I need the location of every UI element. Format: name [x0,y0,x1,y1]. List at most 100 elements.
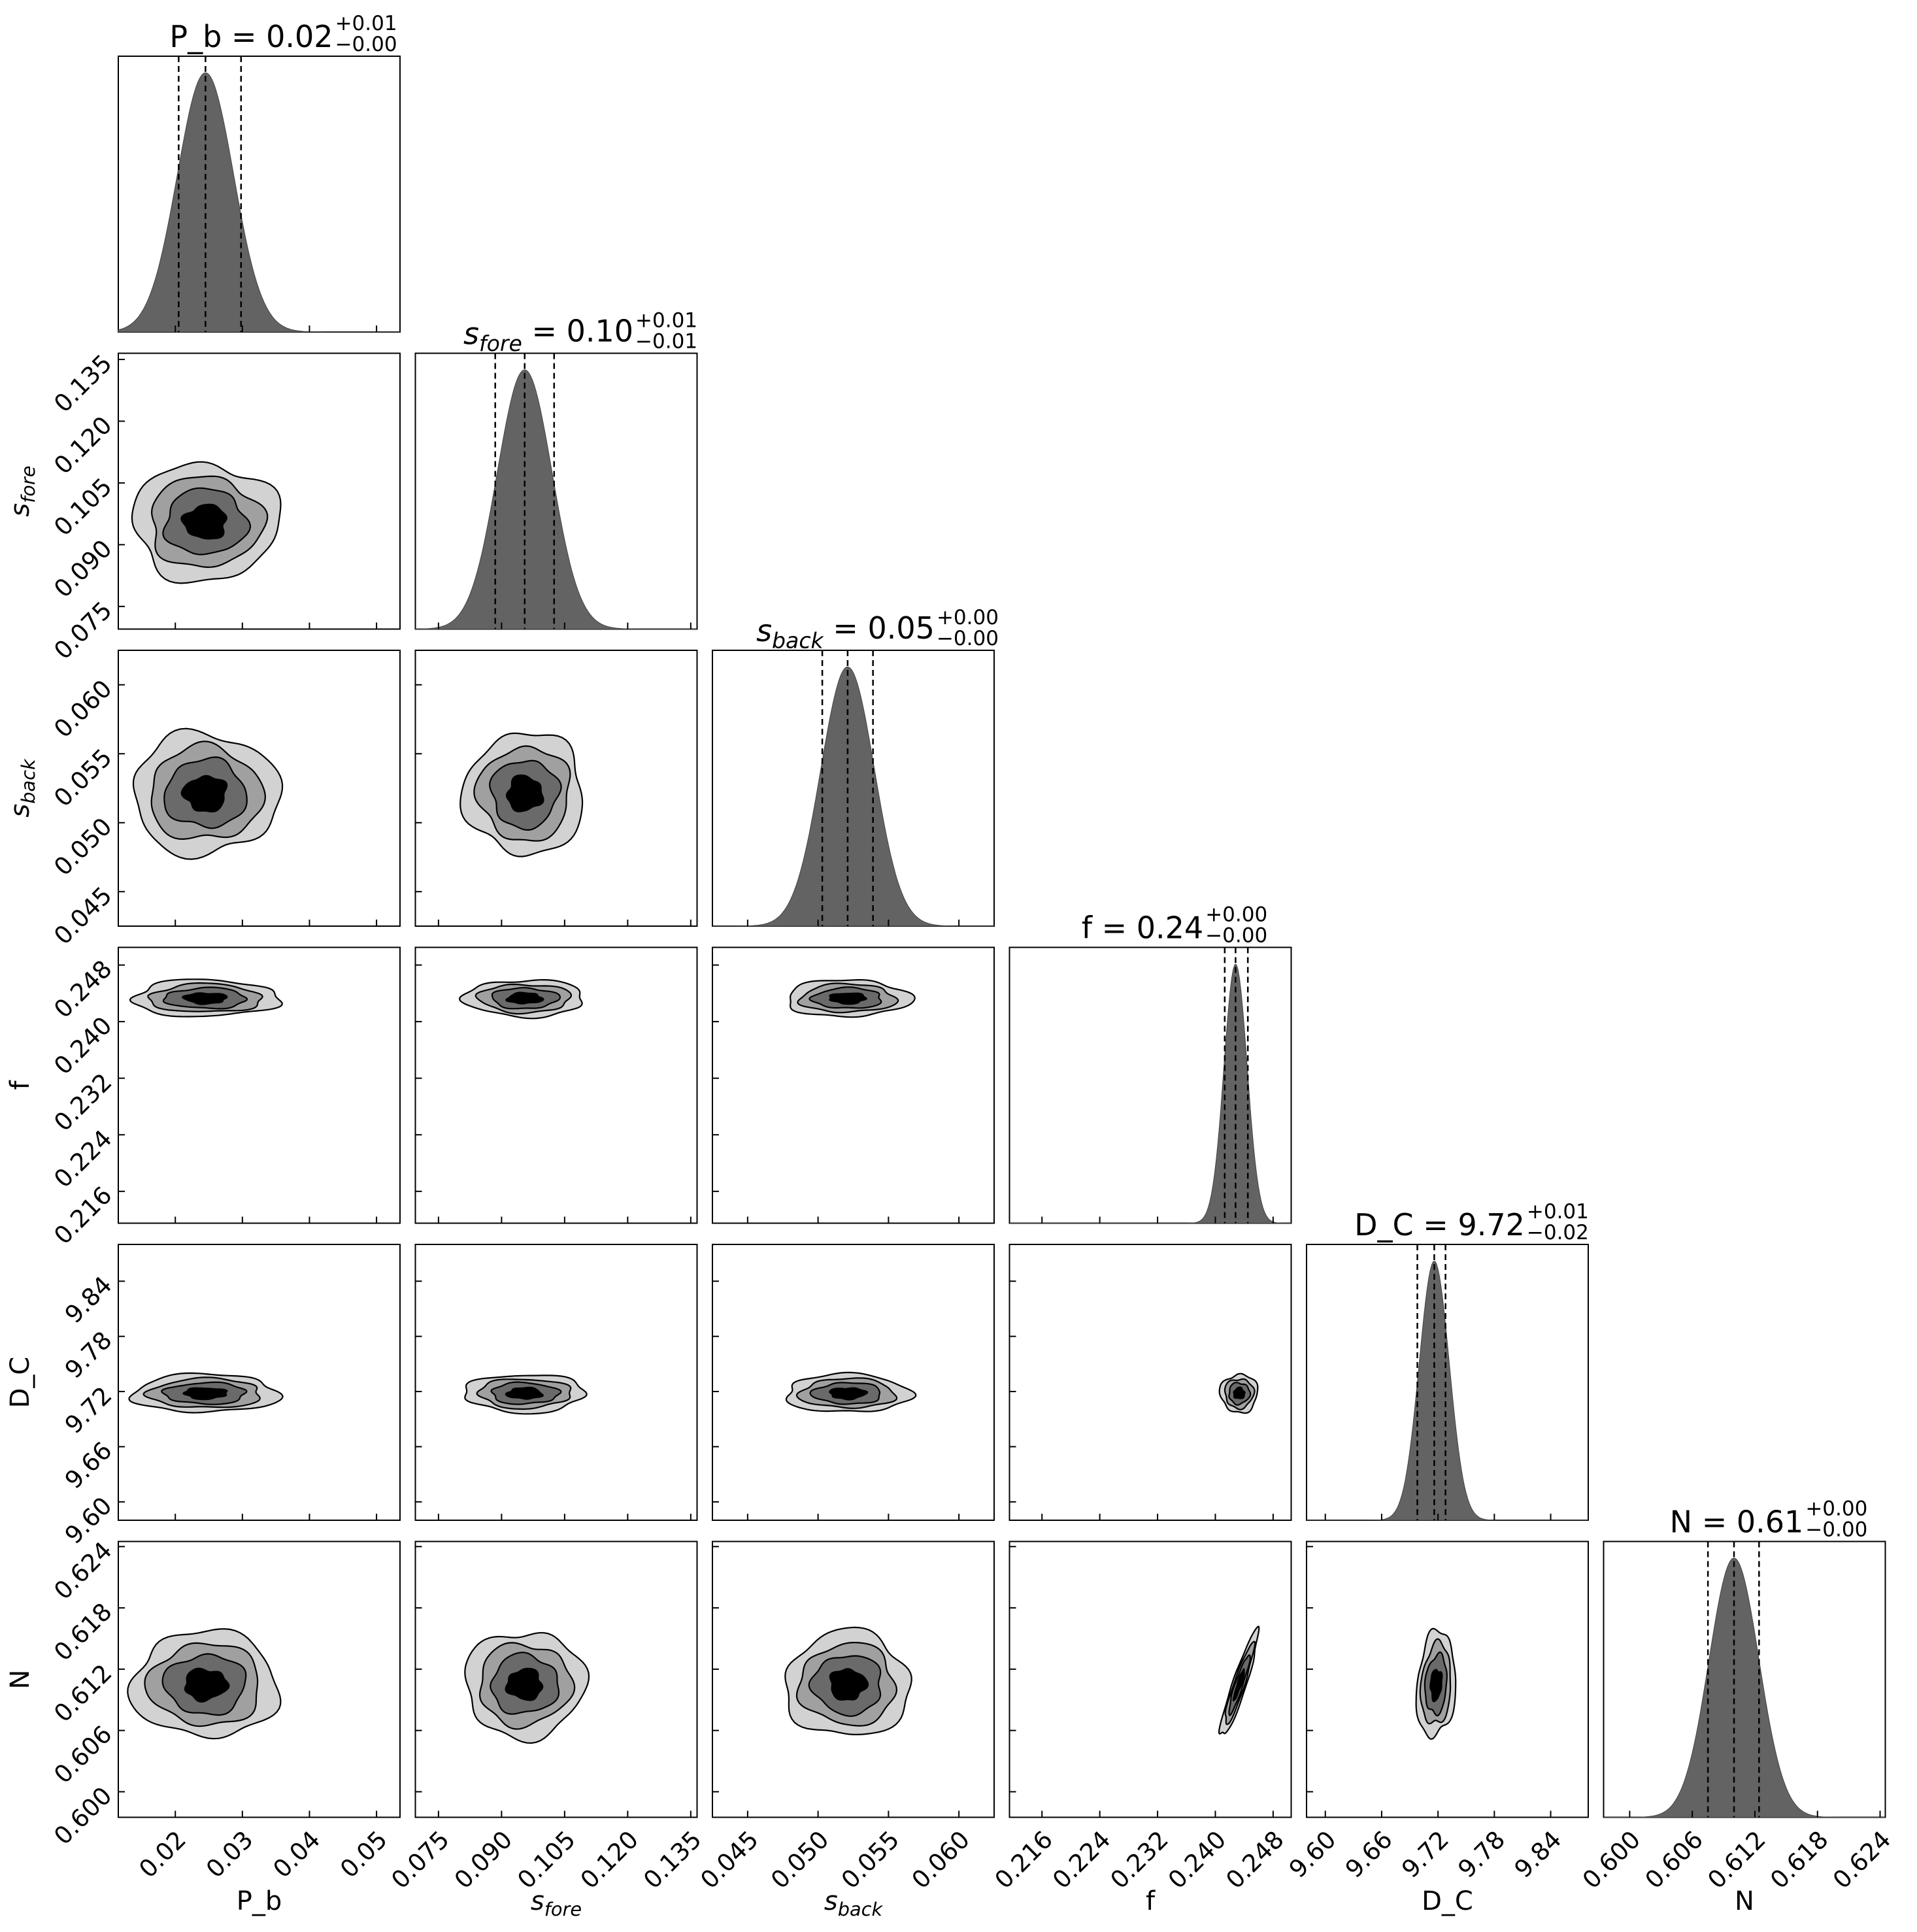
y-axis-D_C: 9.609.669.729.789.84 D_C [5,1271,118,1549]
title-upper-error: +0.01 [335,12,397,35]
x-axis-s_back: 0.045 0.050 0.055 0.060 sback [695,1825,975,1920]
x-tick-label: 0.618 [1765,1825,1833,1894]
title-lower-error: −0.00 [1805,1518,1867,1542]
x-tick-label: 0.135 [638,1825,707,1894]
panel-N-s_fore [414,1541,698,1818]
panel-title-s_fore: sfore = 0.10 +0.01−0.01 [463,309,697,357]
title-text: sfore = 0.10 [463,313,633,356]
panel-f-s_fore [414,946,698,1224]
x-tick-label: 0.606 [1640,1825,1709,1894]
panel-title-N: N = 0.61 +0.00−0.00 [1670,1497,1868,1542]
y-tick-label: 0.050 [48,812,117,881]
x-tick-label: 0.224 [1047,1825,1116,1894]
contours-f-s_fore [459,978,583,1020]
contours-N-s_fore [464,1632,590,1744]
x-tick-label: 0.02 [133,1825,192,1884]
y-tick-label: 0.045 [48,881,117,950]
title-upper-error: +0.00 [1205,903,1267,927]
x-axis-label-D_C: D_C [1422,1886,1473,1916]
y-tick-label: 0.075 [48,596,117,665]
y-tick-label: 0.224 [48,1124,117,1193]
title-text: sback = 0.05 [756,610,935,654]
y-axis-label-N: N [5,1670,35,1690]
title-lower-error: −0.01 [635,330,697,354]
y-tick-label: 0.055 [48,743,117,812]
y-tick-label: 9.60 [59,1491,118,1550]
panel-title-P_b: P_b = 0.02 +0.01−0.00 [169,12,397,56]
contour-level-3 [180,774,228,813]
y-tick-label: 0.606 [48,1720,117,1789]
panel-D_C-f [1009,1244,1292,1521]
y-tick-label: 0.135 [48,349,117,418]
y-tick-label: 0.600 [48,1782,117,1850]
panel-title-s_back: sback = 0.05 +0.00−0.00 [756,606,999,654]
contour-level-3 [182,1387,228,1401]
contour-level-3 [505,774,544,812]
x-tick-label: 0.050 [765,1825,834,1894]
contours-N-D_C [1415,1627,1457,1740]
panel-s_back-s_fore [414,650,698,927]
x-tick-label: 0.060 [907,1825,975,1894]
panel-N-N: N = 0.61 +0.00−0.00 [1603,1497,1886,1818]
contour-level-3 [184,1667,230,1703]
x-tick-label: 0.055 [836,1825,905,1894]
x-tick-label: 0.090 [449,1825,518,1894]
title-lower-error: −0.02 [1527,1221,1589,1244]
contours-N-f [1218,1625,1260,1735]
contours-D_C-s_fore [464,1374,588,1415]
y-tick-label: 9.66 [59,1437,118,1495]
x-tick-label: 0.03 [201,1825,259,1884]
panel-title-f: f = 0.24 +0.00−0.00 [1082,903,1267,948]
x-axis-label-s_back: sback [824,1886,884,1920]
x-tick-label: 0.05 [335,1825,393,1884]
contours-D_C-f [1218,1373,1259,1414]
x-tick-label: 0.612 [1702,1825,1771,1894]
y-axis-label-s_fore: sfore [5,465,39,516]
contour-level-3 [829,1668,869,1701]
panel-D_C-D_C: D_C = 9.72 +0.01−0.02 [1306,1200,1589,1521]
y-tick-label: 0.105 [48,473,117,541]
contour-level-3 [505,991,544,1005]
panel-s_back-P_b [118,650,401,927]
contours-N-s_back [784,1626,912,1735]
panel-D_C-P_b [118,1244,401,1521]
y-tick-label: 0.090 [48,535,117,603]
histogram-s_back [712,666,994,927]
x-axis-label-N: N [1735,1886,1754,1916]
panel-s_fore-P_b [118,352,401,630]
y-tick-label: 0.060 [48,675,117,743]
title-upper-error: +0.01 [1527,1200,1589,1224]
histogram-f [1009,964,1292,1224]
x-axis-label-P_b: P_b [237,1886,282,1916]
histogram-P_b [118,72,400,333]
panel-frame [1009,1541,1292,1818]
title-text: P_b = 0.02 [169,19,333,54]
y-tick-label: 0.240 [48,1011,117,1080]
y-axis-label-f: f [5,1080,35,1090]
panel-N-D_C [1306,1541,1589,1818]
x-tick-label: 9.84 [1509,1825,1567,1884]
panel-D_C-s_fore [414,1244,698,1521]
panel-f-f: f = 0.24 +0.00−0.00 [1009,903,1292,1224]
x-tick-label: 9.72 [1396,1825,1454,1884]
panel-title-D_C: D_C = 9.72 +0.01−0.02 [1354,1200,1589,1244]
histogram-N [1603,1557,1886,1818]
y-axis-label-s_back: sback [5,758,39,818]
title-text: N = 0.61 [1670,1505,1804,1540]
y-tick-label: 9.72 [59,1381,118,1439]
contour-level-3 [1233,1386,1246,1399]
contour-level-3 [1429,1669,1443,1703]
y-tick-label: 0.120 [48,411,117,480]
title-upper-error: +0.00 [1805,1497,1867,1521]
panel-P_b-P_b: P_b = 0.02 +0.01−0.00 [118,12,401,333]
contours-f-P_b [129,978,284,1018]
contours-D_C-P_b [128,1372,284,1414]
panel-s_back-s_back: sback = 0.05 +0.00−0.00 [712,606,999,927]
x-axis-P_b: 0.02 0.03 0.04 0.05 P_b [133,1825,393,1916]
x-tick-label: 0.04 [268,1825,326,1884]
panel-frame [1009,1244,1292,1521]
x-tick-label: 0.600 [1577,1825,1646,1894]
